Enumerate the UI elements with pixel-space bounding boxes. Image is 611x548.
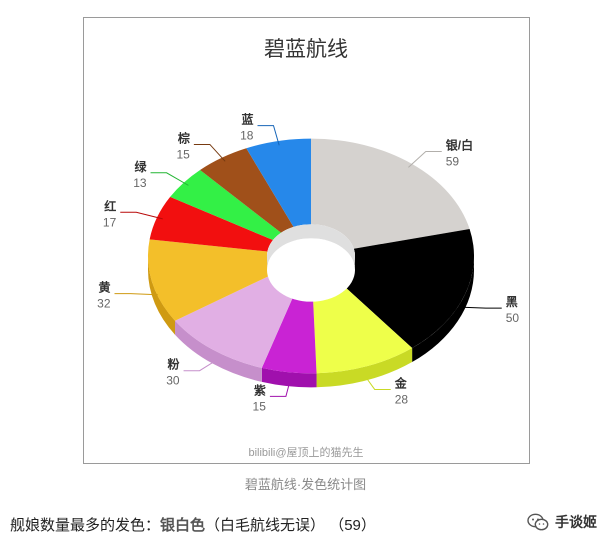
chart-frame: 碧蓝航线 银/白 59 黑 50 金 28 紫 15 粉 30 黄 32 红 17 绿 13 棕 15 蓝 18 bi… [83,17,530,464]
leader-line-6 [120,211,163,220]
slice-side-4 [175,320,262,382]
slice-7 [170,170,282,241]
slice-label-5: 黄 [98,280,110,295]
slice-value-3: 15 [253,399,267,413]
slice-label-1: 黑 [506,295,518,309]
brand: 手谈姬 [527,512,597,532]
slice-2 [312,280,413,374]
slice-5 [148,239,275,321]
summary-highlight: 银白色 [160,517,206,534]
slice-1 [338,228,474,349]
chart-title: 碧蓝航线 [264,38,348,61]
slice-6 [149,196,273,252]
leader-line-9 [257,125,280,146]
slice-label-8: 棕 [177,130,190,145]
slice-8 [200,148,294,233]
slice-value-8: 15 [177,147,191,161]
slice-label-4: 粉 [168,357,180,372]
summary-prefix: 舰娘数量最多的发色： [10,517,161,534]
slice-label-2: 金 [394,375,408,390]
slice-side-2 [316,348,413,388]
donut-hole-floor [267,238,355,302]
leader-line-7 [150,172,189,186]
chart-watermark: bilibili@屋顶上的猫先生 [248,445,363,459]
slice-value-9: 18 [240,129,254,143]
slice-side-3 [261,367,317,388]
donut-hole-wall [267,224,355,270]
slice-value-6: 17 [103,215,117,229]
slice-0 [311,138,470,249]
slice-side-1 [412,256,474,363]
slice-value-7: 13 [133,176,147,190]
leader-line-5 [114,293,158,296]
chart-caption: 碧蓝航线·发色统计图 [244,477,367,492]
slice-label-7: 绿 [135,159,148,174]
slice-value-4: 30 [166,374,180,388]
slice-label-6: 红 [104,198,116,213]
slice-3 [261,286,317,374]
slice-9 [246,138,311,227]
slice-label-0: 银/白 [446,138,473,153]
leader-line-4 [183,359,217,372]
donut-chart: 碧蓝航线 银/白 59 黑 50 金 28 紫 15 粉 30 黄 32 红 17 绿 13 棕 15 蓝 18 bi… [97,38,520,459]
wechat-icon [527,513,549,531]
leader-line-3 [269,381,291,397]
slice-4 [175,273,298,368]
slice-value-0: 59 [446,155,460,169]
leader-line-1 [459,306,502,309]
leader-line-2 [364,375,391,390]
leader-line-0 [408,151,442,168]
summary-suffix: （白毛航线无误） （59） [205,517,376,534]
brand-name: 手谈姬 [555,514,597,530]
summary-line: 舰娘数量最多的发色：银白色（白毛航线无误） （59） [10,514,376,535]
slice-label-9: 蓝 [241,112,253,127]
slice-label-3: 紫 [254,382,266,397]
slice-value-1: 50 [506,311,520,325]
leader-line-8 [193,143,226,162]
slice-side-5 [148,256,176,335]
slice-value-2: 28 [395,392,409,406]
slice-value-5: 32 [97,297,111,311]
